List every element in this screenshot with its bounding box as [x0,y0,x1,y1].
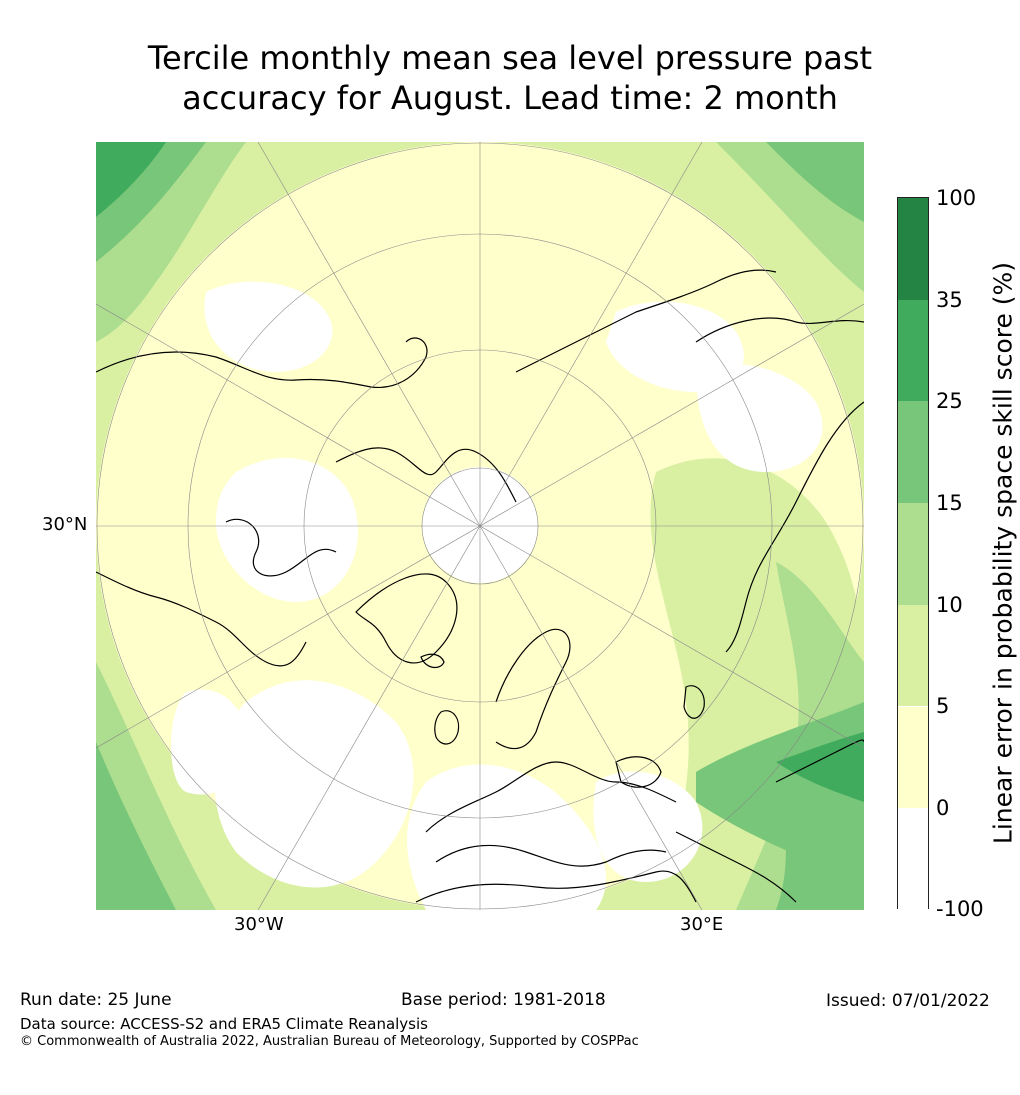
colorbar-segment-25-35 [898,299,928,402]
skill-region-northeast-2 [766,142,864,222]
skill-region-nw-pacific-white [204,281,333,372]
coast-canada-arctic [335,447,517,503]
skill-region-southwest-inner [96,742,176,910]
colorbar-tick-35: 35 [936,288,963,312]
colorbar-segment-15-25 [898,401,928,504]
colorbar-segment-35-100 [898,198,928,300]
coast-black-caspian [615,756,662,788]
colorbar-title: Linear error in probability space skill … [988,261,1018,845]
map-canvas [96,142,864,910]
coast-north-america [96,337,428,389]
skill-region-europe-white [407,764,606,910]
base-period: Base period: 1981-2018 [401,990,606,1010]
colorbar-tick-0: 0 [936,796,950,820]
coast-mediterranean [435,844,667,867]
colorbar-segment-neg [898,808,928,910]
lon-label-30e: 30°E [680,914,724,935]
colorbar-segment-0-5 [898,706,928,809]
colorbar [897,197,929,910]
coast-caspian [683,685,705,719]
title-line-1: Tercile monthly mean sea level pressure … [147,39,873,77]
skill-region-atlantic-sw [171,689,246,795]
coast-north-america-east [96,571,307,667]
coast-british-isles [434,710,460,745]
copyright: © Commonwealth of Australia 2022, Austra… [20,1034,639,1049]
coast-siberia [515,269,777,373]
coast-europe [425,761,677,833]
polar-map [96,142,864,910]
colorbar-tick-15: 15 [936,491,963,515]
run-date: Run date: 25 June [20,990,172,1010]
colorbar-tick-10: 10 [936,593,963,617]
coast-scandinavia [495,628,571,750]
chart-title: Tercile monthly mean sea level pressure … [0,38,1020,118]
coast-asia-east [725,401,864,653]
colorbar-tick-5: 5 [936,694,950,718]
data-source: Data source: ACCESS-S2 and ERA5 Climate … [20,1015,428,1033]
skill-region-east-middle [776,833,864,910]
skill-region-canada-white [216,457,358,602]
colorbar-segment-10-15 [898,503,928,605]
lat-label-30n: 30°N [42,514,88,535]
skill-region-northwest-3 [96,142,166,217]
colorbar-tick-neg100: -100 [936,897,984,921]
title-line-2: accuracy for August. Lead time: 2 month [182,79,838,117]
coast-greenland [355,573,458,664]
graticule-lon-150 [257,142,703,910]
coast-siberia-east [695,317,864,343]
colorbar-segment-5-10 [898,604,928,707]
skill-region-north-atlantic [214,680,414,888]
coast-india-east [775,739,864,783]
issued-date: Issued: 07/01/2022 [826,991,990,1011]
skill-region-east-white [696,363,823,472]
coast-africa [415,870,697,903]
lon-label-30w: 30°W [234,914,284,935]
graticule [96,142,864,910]
colorbar-tick-25: 25 [936,389,963,413]
colorbar-tick-100: 100 [936,186,977,210]
skill-region-mideast-white [593,771,703,882]
coast-middle-east [675,831,797,903]
coast-iceland [420,653,445,668]
